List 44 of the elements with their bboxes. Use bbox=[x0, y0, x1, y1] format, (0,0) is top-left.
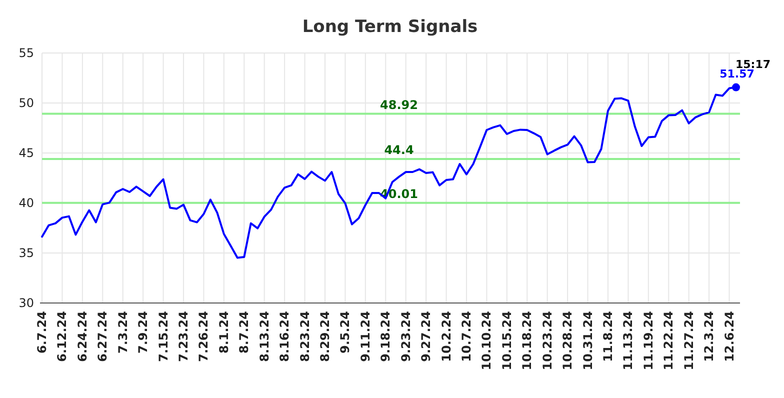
x-tick-label: 9.23.24 bbox=[398, 311, 413, 362]
x-tick-label: 10.23.24 bbox=[540, 311, 554, 370]
chart-title: Long Term Signals bbox=[302, 17, 478, 37]
x-tick-label: 12.6.24 bbox=[722, 311, 736, 362]
x-tick-label: 11.22.24 bbox=[662, 311, 676, 370]
y-tick-label: 45 bbox=[18, 146, 34, 160]
y-tick-label: 50 bbox=[18, 96, 34, 110]
x-tick-label: 8.16.24 bbox=[278, 311, 292, 362]
x-tick-label: 10.2.24 bbox=[439, 311, 454, 362]
ref-line-label: 44.4 bbox=[384, 143, 414, 157]
x-tick-label: 10.15.24 bbox=[500, 311, 514, 370]
x-tick-label: 12.3.24 bbox=[702, 311, 716, 362]
x-tick-label: 11.27.24 bbox=[682, 311, 696, 370]
x-tick-label: 6.7.24 bbox=[35, 311, 49, 354]
x-tick-label: 6.24.24 bbox=[75, 311, 90, 362]
ref-line-label: 48.92 bbox=[380, 98, 418, 112]
x-tick-label: 10.28.24 bbox=[560, 311, 575, 370]
x-tick-label: 10.10.24 bbox=[480, 311, 494, 370]
x-tick-label: 9.5.24 bbox=[338, 311, 352, 354]
x-tick-label: 9.11.24 bbox=[358, 311, 372, 362]
x-tick-label: 8.1.24 bbox=[216, 311, 231, 354]
x-tick-label: 7.26.24 bbox=[196, 311, 211, 362]
x-tick-label: 9.18.24 bbox=[378, 311, 393, 362]
x-tick-label: 6.27.24 bbox=[96, 311, 110, 362]
x-tick-label: 11.13.24 bbox=[621, 311, 636, 370]
y-tick-label: 35 bbox=[18, 246, 34, 260]
x-tick-label: 10.31.24 bbox=[580, 311, 595, 370]
x-tick-label: 7.3.24 bbox=[116, 311, 130, 354]
y-tick-label: 55 bbox=[18, 46, 34, 60]
x-tick-label: 8.23.24 bbox=[298, 311, 312, 362]
x-tick-label: 10.18.24 bbox=[520, 311, 534, 370]
x-tick-label: 8.13.24 bbox=[257, 311, 272, 362]
y-tick-label: 40 bbox=[18, 196, 34, 210]
x-tick-label: 8.29.24 bbox=[318, 311, 332, 362]
x-tick-label: 7.15.24 bbox=[156, 311, 170, 362]
x-tick-label: 11.8.24 bbox=[600, 311, 615, 362]
y-tick-label: 30 bbox=[18, 296, 34, 310]
x-tick-label: 10.7.24 bbox=[459, 311, 474, 362]
x-tick-label: 11.19.24 bbox=[641, 311, 656, 370]
x-tick-label: 8.7.24 bbox=[237, 311, 252, 354]
x-tick-label: 7.23.24 bbox=[176, 311, 190, 362]
x-tick-label: 6.12.24 bbox=[55, 311, 70, 362]
x-tick-label: 9.27.24 bbox=[419, 311, 434, 362]
x-tick-label: 7.9.24 bbox=[136, 311, 150, 354]
